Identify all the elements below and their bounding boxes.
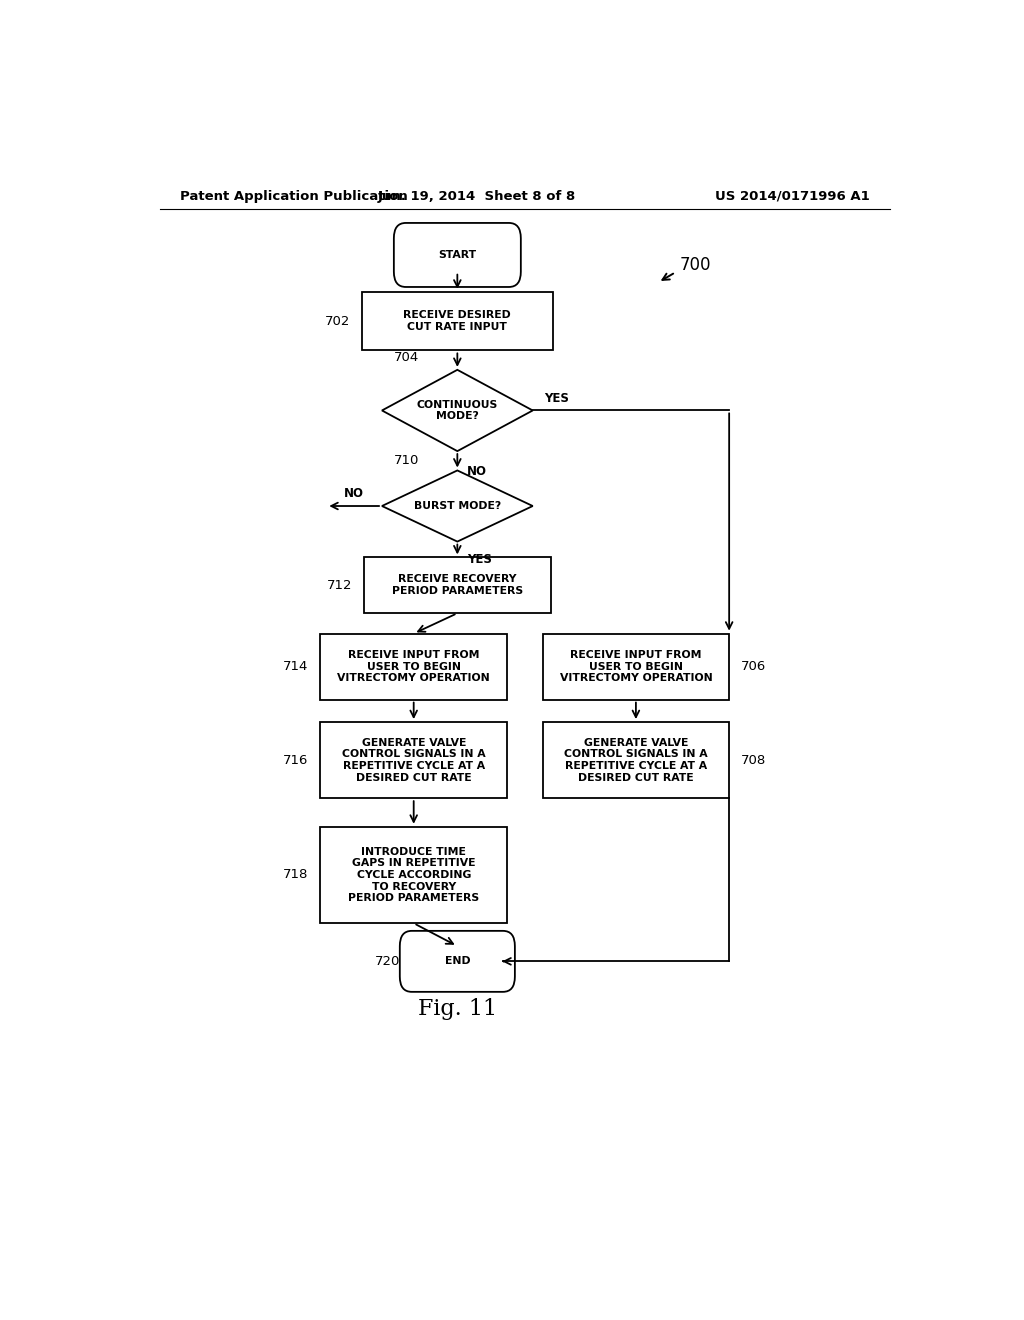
Text: GENERATE VALVE
CONTROL SIGNALS IN A
REPETITIVE CYCLE AT A
DESIRED CUT RATE: GENERATE VALVE CONTROL SIGNALS IN A REPE… — [342, 738, 485, 783]
Text: 714: 714 — [284, 660, 308, 673]
Polygon shape — [382, 370, 532, 451]
FancyBboxPatch shape — [365, 557, 551, 614]
Text: Fig. 11: Fig. 11 — [418, 998, 497, 1020]
Text: 700: 700 — [680, 256, 711, 275]
Text: 712: 712 — [327, 578, 352, 591]
FancyBboxPatch shape — [321, 826, 507, 923]
Text: RECEIVE INPUT FROM
USER TO BEGIN
VITRECTOMY OPERATION: RECEIVE INPUT FROM USER TO BEGIN VITRECT… — [337, 649, 490, 684]
Text: 708: 708 — [741, 754, 766, 767]
Text: BURST MODE?: BURST MODE? — [414, 502, 501, 511]
Text: Jun. 19, 2014  Sheet 8 of 8: Jun. 19, 2014 Sheet 8 of 8 — [378, 190, 577, 202]
Text: 702: 702 — [325, 314, 350, 327]
Text: 720: 720 — [375, 954, 399, 968]
Text: RECEIVE INPUT FROM
USER TO BEGIN
VITRECTOMY OPERATION: RECEIVE INPUT FROM USER TO BEGIN VITRECT… — [559, 649, 713, 684]
FancyBboxPatch shape — [362, 292, 553, 351]
Text: US 2014/0171996 A1: US 2014/0171996 A1 — [716, 190, 870, 202]
FancyBboxPatch shape — [543, 722, 729, 799]
Text: 710: 710 — [394, 454, 419, 467]
Text: GENERATE VALVE
CONTROL SIGNALS IN A
REPETITIVE CYCLE AT A
DESIRED CUT RATE: GENERATE VALVE CONTROL SIGNALS IN A REPE… — [564, 738, 708, 783]
Text: START: START — [438, 249, 476, 260]
Text: NO: NO — [344, 487, 365, 500]
Text: RECEIVE DESIRED
CUT RATE INPUT: RECEIVE DESIRED CUT RATE INPUT — [403, 310, 511, 331]
Text: YES: YES — [467, 553, 492, 566]
Text: CONTINUOUS
MODE?: CONTINUOUS MODE? — [417, 400, 498, 421]
Text: NO: NO — [467, 465, 486, 478]
Text: INTRODUCE TIME
GAPS IN REPETITIVE
CYCLE ACCORDING
TO RECOVERY
PERIOD PARAMETERS: INTRODUCE TIME GAPS IN REPETITIVE CYCLE … — [348, 846, 479, 903]
Text: END: END — [444, 957, 470, 966]
FancyBboxPatch shape — [399, 931, 515, 991]
Polygon shape — [382, 470, 532, 541]
Text: RECEIVE RECOVERY
PERIOD PARAMETERS: RECEIVE RECOVERY PERIOD PARAMETERS — [392, 574, 523, 597]
Text: 716: 716 — [284, 754, 308, 767]
Text: 704: 704 — [394, 351, 419, 364]
Text: YES: YES — [545, 392, 569, 405]
Text: 718: 718 — [284, 869, 308, 882]
FancyBboxPatch shape — [321, 634, 507, 700]
FancyBboxPatch shape — [394, 223, 521, 286]
Text: 706: 706 — [741, 660, 766, 673]
Text: Patent Application Publication: Patent Application Publication — [179, 190, 408, 202]
FancyBboxPatch shape — [321, 722, 507, 799]
FancyBboxPatch shape — [543, 634, 729, 700]
